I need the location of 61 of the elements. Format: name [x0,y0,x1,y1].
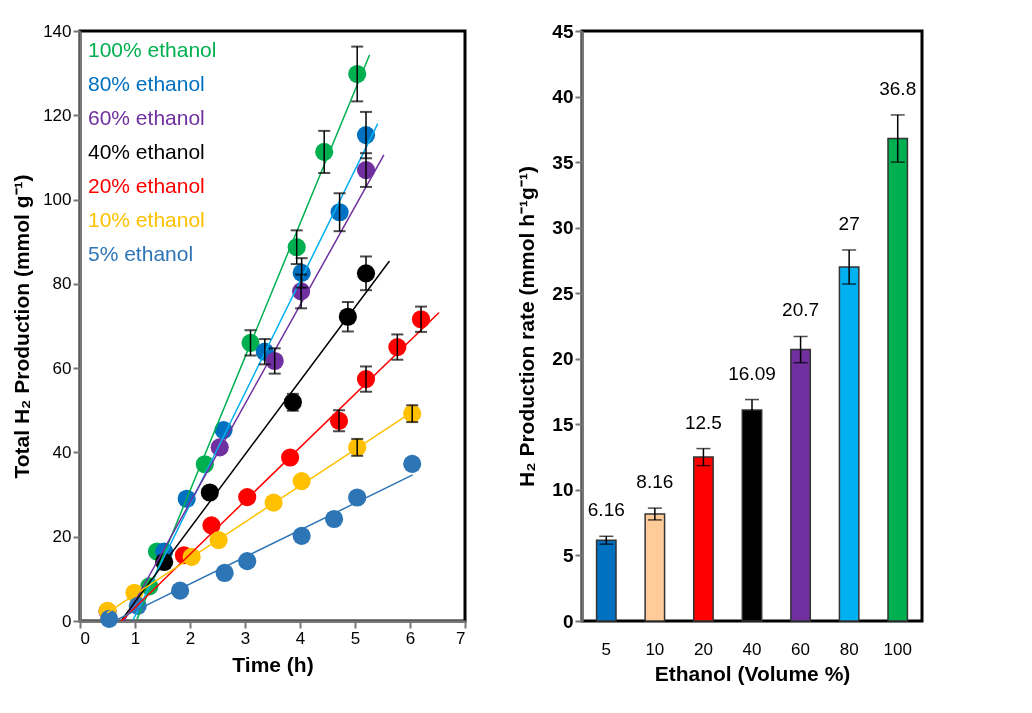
y-tick-label: 20 [552,348,574,370]
x-axis-title: Ethanol (Volume %) [654,661,851,685]
x-tick-label: 80 [839,639,859,659]
point [403,454,422,473]
y-tick-label: 60 [52,358,72,378]
y-tick-label: 140 [43,21,72,41]
x-tick-label: 7 [456,628,466,648]
bar [838,266,860,622]
x-tick-label: 60 [791,639,811,659]
y-tick-label: 80 [52,274,72,294]
y-tick-label: 5 [562,544,574,566]
data-label: 27 [838,212,860,234]
y-tick-label: 10 [552,479,574,501]
x-tick-label: 100 [883,639,912,659]
bar [790,348,812,622]
bar [644,513,666,622]
y-tick-label: 20 [52,527,72,547]
point [348,488,367,507]
data-label: 16.09 [728,362,776,384]
y-tick-label: 40 [552,86,574,108]
x-axis-title: Time (h) [232,652,314,676]
x-tick-label: 20 [693,639,713,659]
bar [887,137,909,622]
data-label: 12.5 [684,411,722,433]
y-tick-label: 15 [552,413,574,435]
x-tick-label: 0 [80,628,90,648]
text: 80% ethanol [88,72,205,95]
x-tick-label: 40 [742,639,762,659]
data-label: 36.8 [879,77,917,99]
y-tick-label: 100 [43,190,72,210]
point [325,509,344,529]
y-tick-label: 0 [62,611,72,631]
x-tick-label: 6 [405,628,416,648]
point [215,563,234,583]
data-label: 6.16 [587,499,625,521]
text: 20% ethanol [88,174,205,197]
y-tick-label: 25 [552,282,574,304]
text: 5% ethanol [88,242,194,265]
x-tick-label: 2 [185,628,196,648]
y-axis-title: H₂ Production rate (mmol h⁻¹g⁻¹) [515,166,539,487]
x-tick-label: 5 [601,639,612,659]
data-label: 8.16 [636,471,674,493]
y-tick-label: 30 [552,217,574,239]
y-axis-title: Total H₂ Production (mmol g⁻¹) [10,174,34,479]
y-tick-label: 45 [552,20,574,42]
text: 100% ethanol [88,38,217,61]
point [100,609,119,628]
x-tick-label: 1 [130,628,141,648]
y-tick-label: 40 [52,442,72,462]
x-tick-label: 10 [645,639,665,659]
text: 60% ethanol [88,106,205,129]
text: 10% ethanol [88,208,205,231]
y-tick-label: 120 [43,105,72,125]
y-tick-label: 35 [552,151,574,173]
text: 40% ethanol [88,140,205,163]
data-label: 20.7 [782,299,820,321]
y-tick-label: 0 [562,610,574,632]
x-tick-label: 5 [350,628,361,648]
x-tick-label: 4 [295,628,306,648]
x-tick-label: 3 [240,628,251,648]
bar [692,456,714,622]
